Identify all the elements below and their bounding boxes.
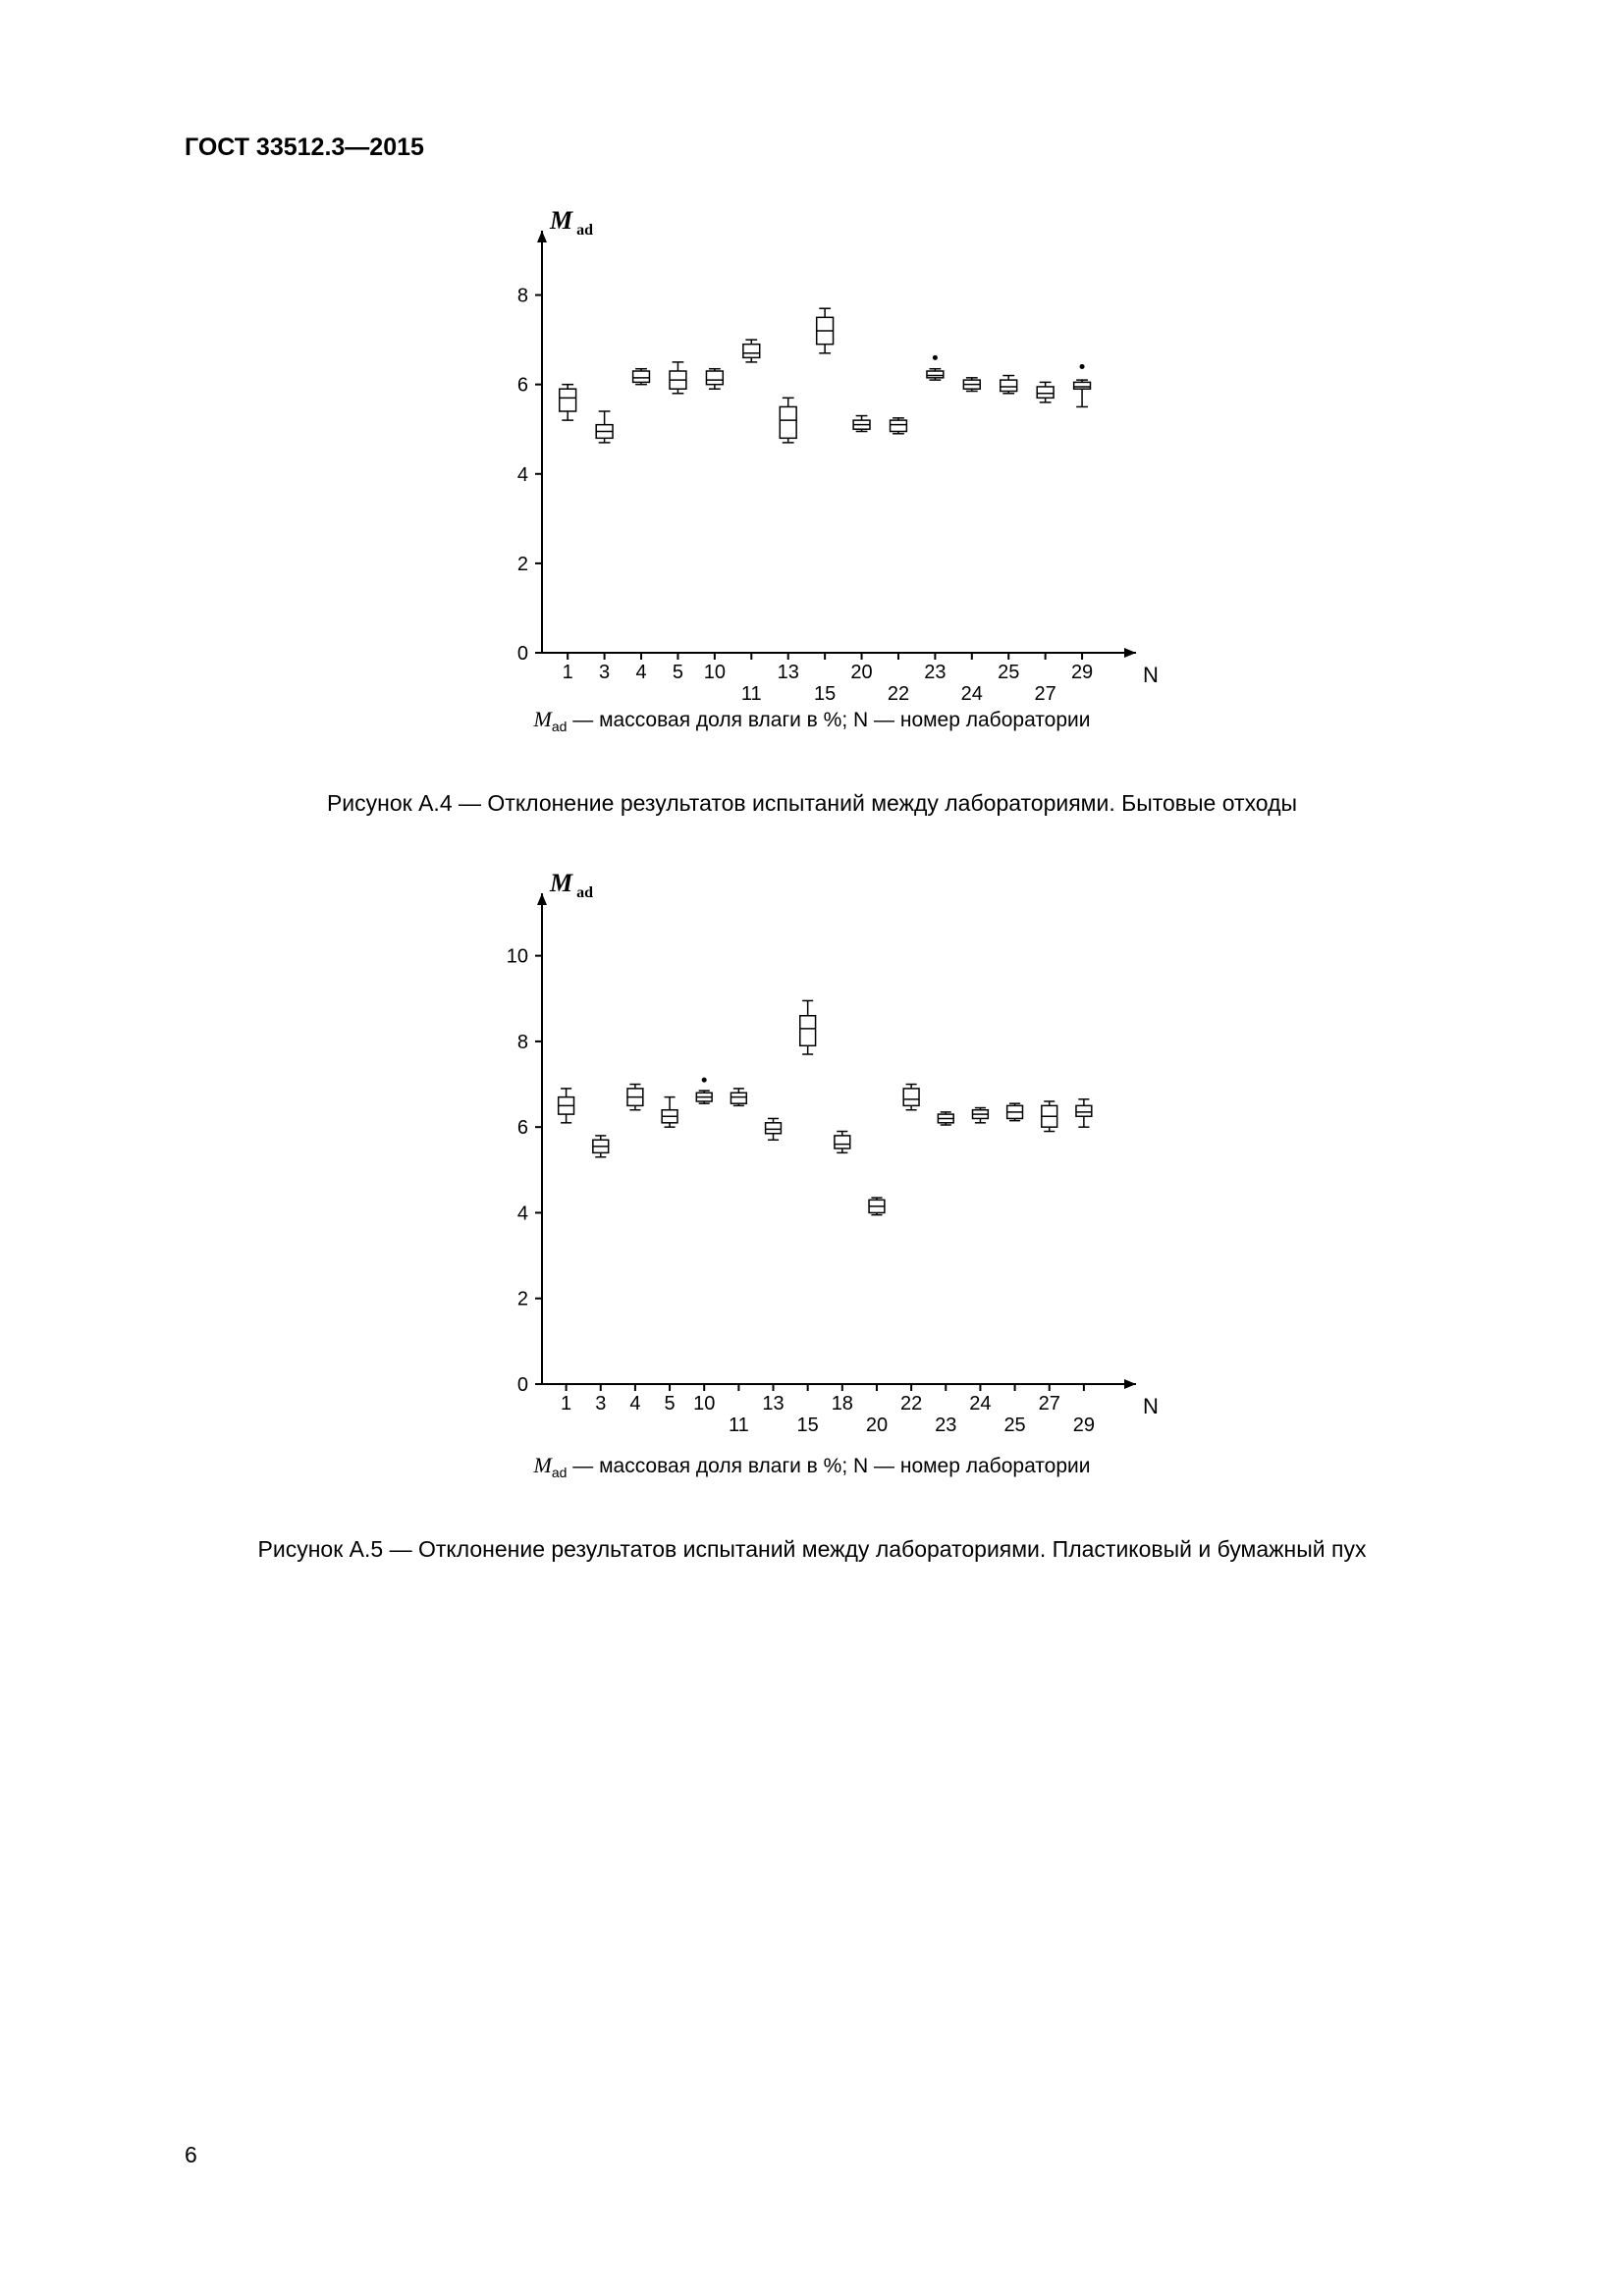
figure-a4-legend: Mad — массовая доля влаги в %; N — номер… xyxy=(534,707,1091,734)
svg-text:23: 23 xyxy=(935,1415,956,1436)
svg-text:4: 4 xyxy=(517,464,528,486)
svg-text:1: 1 xyxy=(563,662,573,683)
svg-text:4: 4 xyxy=(635,662,646,683)
figure-a4: 0246813451013202325291115222427M adN xyxy=(463,211,1161,736)
svg-text:3: 3 xyxy=(599,662,610,683)
svg-text:29: 29 xyxy=(1071,662,1093,683)
document-header: ГОСТ 33512.3—2015 xyxy=(185,133,424,162)
svg-text:27: 27 xyxy=(1039,1393,1060,1415)
svg-text:4: 4 xyxy=(517,1202,528,1224)
svg-text:M ad: M ad xyxy=(549,874,593,901)
legend-m-sub: ad xyxy=(552,1465,568,1480)
figure-a4-caption: Рисунок А.4 — Отклонение результатов исп… xyxy=(327,790,1297,817)
page-number: 6 xyxy=(185,2142,197,2168)
svg-text:2: 2 xyxy=(517,1289,528,1310)
svg-text:11: 11 xyxy=(741,683,762,705)
svg-text:3: 3 xyxy=(595,1393,606,1415)
svg-text:15: 15 xyxy=(797,1415,819,1436)
figure-a5-caption: Рисунок А.5 — Отклонение результатов исп… xyxy=(258,1536,1367,1563)
document-page: ГОСТ 33512.3—2015 0246813451013202325291… xyxy=(0,0,1624,2296)
svg-text:24: 24 xyxy=(969,1393,991,1415)
legend-m-sub: ad xyxy=(552,719,568,734)
svg-text:5: 5 xyxy=(664,1393,675,1415)
svg-text:8: 8 xyxy=(517,286,528,307)
svg-text:10: 10 xyxy=(693,1393,715,1415)
svg-text:6: 6 xyxy=(517,1117,528,1139)
svg-text:27: 27 xyxy=(1035,683,1056,705)
svg-text:22: 22 xyxy=(888,683,909,705)
svg-text:4: 4 xyxy=(629,1393,640,1415)
figure-a5-legend: Mad — массовая доля влаги в %; N — номер… xyxy=(534,1453,1091,1480)
svg-text:20: 20 xyxy=(866,1415,888,1436)
svg-text:22: 22 xyxy=(900,1393,922,1415)
svg-text:1: 1 xyxy=(561,1393,571,1415)
svg-text:13: 13 xyxy=(762,1393,784,1415)
svg-text:24: 24 xyxy=(961,683,983,705)
svg-text:2: 2 xyxy=(517,554,528,575)
svg-text:0: 0 xyxy=(517,1374,528,1396)
svg-text:13: 13 xyxy=(778,662,799,683)
legend-text: — массовая доля влаги в %; N — номер лаб… xyxy=(567,1455,1090,1477)
svg-text:18: 18 xyxy=(832,1393,853,1415)
svg-text:25: 25 xyxy=(998,662,1019,683)
svg-text:10: 10 xyxy=(704,662,726,683)
svg-text:N: N xyxy=(1143,1394,1159,1418)
svg-text:23: 23 xyxy=(924,662,946,683)
svg-text:5: 5 xyxy=(673,662,683,683)
boxplot-chart-a4: 0246813451013202325291115222427M adN xyxy=(463,211,1161,731)
legend-m-symbol: M xyxy=(534,1453,552,1477)
legend-m-symbol: M xyxy=(534,707,552,731)
svg-text:8: 8 xyxy=(517,1032,528,1053)
svg-text:6: 6 xyxy=(517,375,528,397)
legend-text: — массовая доля влаги в %; N — номер лаб… xyxy=(567,709,1090,731)
svg-text:15: 15 xyxy=(814,683,836,705)
svg-text:10: 10 xyxy=(507,946,528,968)
svg-text:20: 20 xyxy=(850,662,872,683)
svg-text:11: 11 xyxy=(729,1415,749,1436)
svg-text:29: 29 xyxy=(1073,1415,1095,1436)
svg-text:25: 25 xyxy=(1003,1415,1025,1436)
figure-a5: 02468101345101318222427111520232529M adN xyxy=(463,874,1161,1468)
svg-text:N: N xyxy=(1143,663,1159,687)
svg-text:0: 0 xyxy=(517,643,528,665)
svg-text:M ad: M ad xyxy=(549,211,593,239)
boxplot-chart-a5: 02468101345101318222427111520232529M adN xyxy=(463,874,1161,1463)
